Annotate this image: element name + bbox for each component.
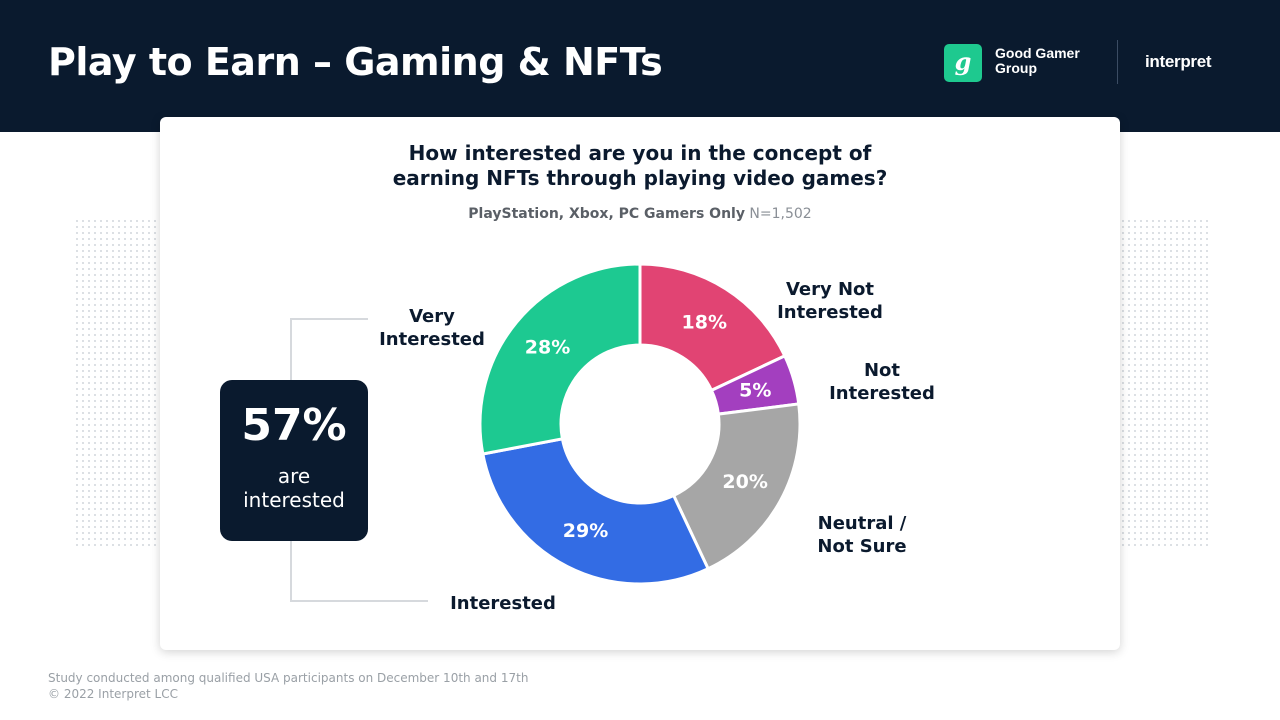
summary-caption: are interested xyxy=(220,464,368,512)
donut-hole xyxy=(562,346,718,502)
summary-caption-line: interested xyxy=(243,488,345,512)
slice-label-line: Interested xyxy=(777,302,883,323)
slice-label-line: Interested xyxy=(379,329,485,350)
chart-title-line: How interested are you in the concept of xyxy=(408,141,872,165)
slice-label-line: Very Not xyxy=(785,279,875,300)
chart-title-line: earning NFTs through playing video games… xyxy=(392,166,888,190)
brand-divider xyxy=(1117,40,1118,84)
donut-slice-value-label: 28% xyxy=(525,337,570,359)
brand-name-line: Group xyxy=(995,60,1037,76)
slice-label-line: Not Sure xyxy=(817,536,907,557)
slice-label-line: Interested xyxy=(829,383,935,404)
footer-note: Study conducted among qualified USA part… xyxy=(48,670,528,702)
slice-label-not-interested: Not Interested xyxy=(812,359,952,405)
donut-slice-value-label: 18% xyxy=(682,312,727,334)
donut-slice-very-not-interested xyxy=(638,262,787,393)
donut-slice-value-label: 20% xyxy=(722,471,767,493)
slice-label-neutral: Neutral / Not Sure xyxy=(792,512,932,558)
summary-caption-line: are xyxy=(277,464,311,488)
footer-line: © 2022 Interpret LCC xyxy=(48,687,178,701)
footer-line: Study conducted among qualified USA part… xyxy=(48,671,529,685)
slice-label-line: Not xyxy=(863,360,901,381)
brand-name-line: Good Gamer xyxy=(995,45,1080,61)
interpret-logo: interpret xyxy=(1145,52,1212,71)
summary-bracket-extension xyxy=(368,600,428,602)
donut-slice-value-label: 5% xyxy=(739,380,771,402)
summary-stat-box: 57% are interested xyxy=(220,380,368,541)
good-gamer-logo-icon: g xyxy=(944,44,982,82)
sample-label: PlayStation, Xbox, PC Gamers Only xyxy=(468,206,745,222)
donut-slice-neutral-not-sure xyxy=(671,402,802,571)
page-title: Play to Earn – Gaming & NFTs xyxy=(48,40,663,84)
slice-label-very-not-interested: Very Not Interested xyxy=(760,278,900,324)
slice-label-very-interested: Very Interested xyxy=(362,305,502,351)
dot-pattern-left xyxy=(74,218,162,550)
slice-label-line: Neutral / xyxy=(817,513,907,534)
dot-pattern-right xyxy=(1120,218,1208,550)
slice-label-line: Interested xyxy=(450,593,556,614)
donut-slice-value-label: 29% xyxy=(563,520,608,542)
summary-value: 57% xyxy=(241,400,347,451)
header-bar: Play to Earn – Gaming & NFTs g Good Game… xyxy=(0,0,1280,132)
chart-title: How interested are you in the concept of… xyxy=(0,141,1280,191)
slice-label-interested: Interested xyxy=(433,592,573,615)
good-gamer-brand-name: Good Gamer Group xyxy=(995,46,1115,76)
slice-label-line: Very xyxy=(409,306,455,327)
sample-size: N=1,502 xyxy=(749,206,812,222)
donut-slice-very-interested xyxy=(478,262,642,456)
donut-slice-interested xyxy=(481,437,711,586)
chart-subtitle: PlayStation, Xbox, PC Gamers Only N=1,50… xyxy=(0,206,1280,222)
